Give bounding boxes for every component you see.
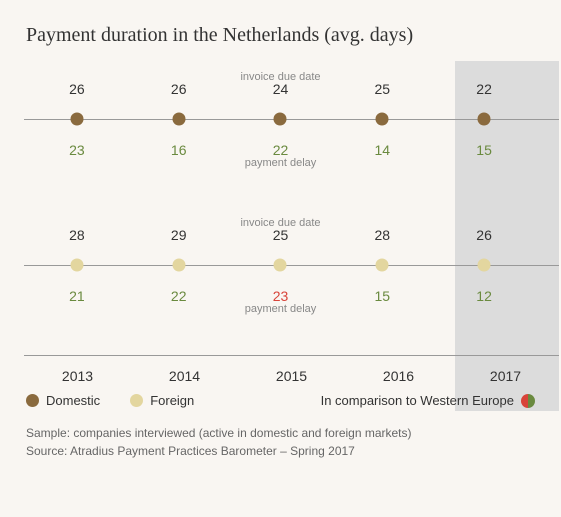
- point-col-foreign-2016: 2815: [331, 245, 433, 285]
- point-col-domestic-2017: 2215: [433, 99, 535, 139]
- dot-foreign-2015: [274, 259, 287, 272]
- points-domestic: 26232616242225142215: [26, 99, 535, 139]
- value-invoice-foreign-2017: 26: [433, 227, 535, 243]
- legend-domestic: Domestic: [26, 393, 100, 408]
- point-col-foreign-2014: 2922: [128, 245, 230, 285]
- point-col-foreign-2013: 2821: [26, 245, 128, 285]
- legend-dot-domestic: [26, 394, 39, 407]
- chart-container: Payment duration in the Netherlands (avg…: [0, 0, 561, 517]
- dot-domestic-2013: [70, 113, 83, 126]
- series-domestic: invoice due date 26232616242225142215 pa…: [26, 71, 535, 169]
- label-payment-delay-foreign: payment delay: [26, 303, 535, 315]
- row-foreign: 28212922252328152612: [26, 245, 535, 285]
- years-axis: 20132014201520162017: [24, 355, 559, 384]
- dot-foreign-2016: [376, 259, 389, 272]
- year-2015: 2015: [238, 368, 345, 384]
- value-invoice-domestic-2015: 24: [230, 81, 332, 97]
- point-col-foreign-2015: 2523: [230, 245, 332, 285]
- footnotes: Sample: companies interviewed (active in…: [26, 424, 535, 460]
- dot-domestic-2017: [478, 113, 491, 126]
- plot-area: invoice due date 26232616242225142215 pa…: [26, 71, 535, 371]
- dot-foreign-2014: [172, 259, 185, 272]
- legend-comparison: In comparison to Western Europe: [321, 393, 535, 408]
- label-payment-delay-domestic: payment delay: [26, 157, 535, 169]
- point-col-foreign-2017: 2612: [433, 245, 535, 285]
- value-delay-domestic-2015: 22: [230, 142, 332, 158]
- legend-dot-foreign: [130, 394, 143, 407]
- value-invoice-domestic-2016: 25: [331, 81, 433, 97]
- value-delay-foreign-2015: 23: [230, 288, 332, 304]
- comparison-icon: [521, 394, 535, 408]
- value-invoice-foreign-2016: 28: [331, 227, 433, 243]
- point-col-domestic-2014: 2616: [128, 99, 230, 139]
- value-delay-domestic-2013: 23: [26, 142, 128, 158]
- dot-domestic-2015: [274, 113, 287, 126]
- row-domestic: 26232616242225142215: [26, 99, 535, 139]
- year-2014: 2014: [131, 368, 238, 384]
- dot-foreign-2013: [70, 259, 83, 272]
- value-invoice-foreign-2015: 25: [230, 227, 332, 243]
- legend-label-foreign: Foreign: [150, 393, 194, 408]
- value-invoice-foreign-2013: 28: [26, 227, 128, 243]
- dot-foreign-2017: [478, 259, 491, 272]
- legend-comparison-label: In comparison to Western Europe: [321, 393, 514, 408]
- series-foreign: invoice due date 28212922252328152612 pa…: [26, 217, 535, 315]
- value-delay-foreign-2017: 12: [433, 288, 535, 304]
- footnote-sample: Sample: companies interviewed (active in…: [26, 424, 535, 442]
- value-delay-foreign-2013: 21: [26, 288, 128, 304]
- dot-domestic-2016: [376, 113, 389, 126]
- year-2016: 2016: [345, 368, 452, 384]
- value-delay-foreign-2014: 22: [128, 288, 230, 304]
- year-2017: 2017: [452, 368, 559, 384]
- footnote-source: Source: Atradius Payment Practices Barom…: [26, 442, 535, 460]
- point-col-domestic-2016: 2514: [331, 99, 433, 139]
- value-delay-foreign-2016: 15: [331, 288, 433, 304]
- point-col-domestic-2013: 2623: [26, 99, 128, 139]
- value-delay-domestic-2017: 15: [433, 142, 535, 158]
- chart-title: Payment duration in the Netherlands (avg…: [26, 24, 535, 47]
- value-invoice-domestic-2017: 22: [433, 81, 535, 97]
- value-delay-domestic-2016: 14: [331, 142, 433, 158]
- value-delay-domestic-2014: 16: [128, 142, 230, 158]
- value-invoice-domestic-2014: 26: [128, 81, 230, 97]
- value-invoice-foreign-2014: 29: [128, 227, 230, 243]
- legend: Domestic Foreign In comparison to Wester…: [26, 393, 535, 408]
- legend-label-domestic: Domestic: [46, 393, 100, 408]
- legend-foreign: Foreign: [130, 393, 194, 408]
- point-col-domestic-2015: 2422: [230, 99, 332, 139]
- value-invoice-domestic-2013: 26: [26, 81, 128, 97]
- dot-domestic-2014: [172, 113, 185, 126]
- year-2013: 2013: [24, 368, 131, 384]
- points-foreign: 28212922252328152612: [26, 245, 535, 285]
